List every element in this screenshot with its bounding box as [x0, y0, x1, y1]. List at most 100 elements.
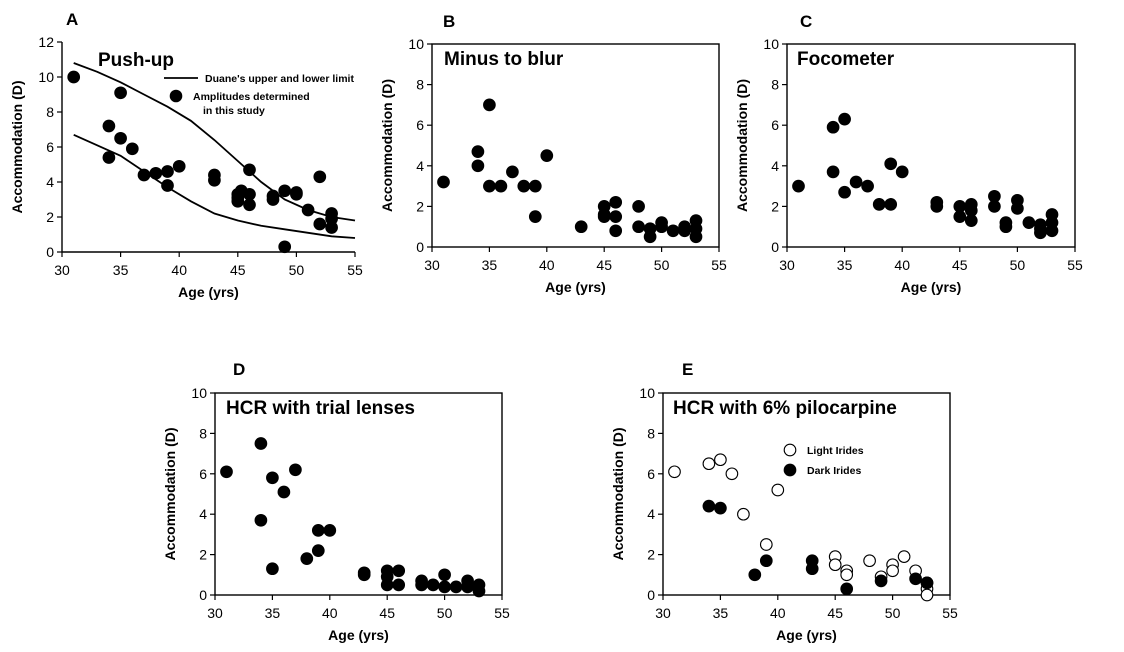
data-point [748, 568, 762, 582]
x-tick-label: 35 [482, 257, 498, 273]
legend-label: Dark Irides [807, 465, 861, 477]
data-point [895, 165, 909, 179]
x-tick-label: 40 [171, 262, 187, 278]
data-point [278, 240, 292, 254]
panel-c: C Focometer 30 35 40 45 50 55 0 2 4 6 8 10 Age (yrs) Ac… [734, 12, 1083, 295]
data-point [125, 142, 139, 156]
x-tick-label: 45 [952, 257, 968, 273]
data-point [266, 562, 279, 576]
y-tick-label: 0 [199, 587, 207, 603]
data-point [920, 576, 934, 590]
data-point [300, 552, 314, 565]
y-tick-label: 10 [38, 69, 54, 85]
data-point [953, 210, 967, 223]
legend-swatch [783, 463, 797, 477]
y-axis-label: Accommodation (D) [162, 428, 178, 561]
data-point [392, 578, 406, 592]
y-tick-label: 2 [46, 209, 54, 225]
y-tick-label: 8 [416, 77, 424, 93]
data-point [838, 112, 851, 126]
legend-label: Light Irides [807, 445, 864, 457]
data-point [243, 187, 256, 201]
x-tick-label: 50 [654, 257, 670, 273]
y-tick-label: 0 [46, 244, 54, 260]
x-axis-label: Age (yrs) [776, 627, 837, 643]
data-point [826, 165, 840, 179]
y-tick-label: 6 [416, 117, 424, 133]
data-point [266, 189, 280, 203]
panel-e: E HCR with 6% pilocarpine 30 35 40 45 50 55 0 2 4 6… [610, 360, 958, 643]
y-tick-label: 0 [416, 239, 424, 255]
panel-title: Minus to blur [444, 49, 564, 70]
data-point [415, 578, 428, 592]
data-point [702, 499, 716, 513]
x-tick-label: 30 [779, 257, 795, 273]
x-tick-label: 40 [894, 257, 910, 273]
data-point [759, 554, 773, 568]
y-tick-label: 10 [191, 385, 207, 401]
data-point [172, 159, 186, 173]
data-point [289, 463, 302, 477]
y-tick-label: 6 [771, 117, 779, 133]
y-tick-label: 10 [408, 36, 424, 52]
x-tick-label: 35 [113, 262, 129, 278]
data-point [494, 179, 508, 193]
x-tick-label: 30 [54, 262, 70, 278]
y-tick-label: 10 [639, 385, 655, 401]
data-point [528, 210, 542, 223]
x-tick-label: 50 [1010, 257, 1026, 273]
data-point [161, 165, 174, 178]
data-point [278, 184, 292, 198]
plot-frame [214, 392, 503, 596]
panel-a: A Push-up 30 35 40 45 50 55 0 2 4 6 8 10 12 Age (yrs) Ac… [9, 10, 363, 300]
data-point [254, 513, 268, 527]
data-point [438, 580, 451, 594]
data-point [643, 230, 657, 244]
legend-swatch [783, 443, 797, 457]
data-point [220, 465, 233, 479]
x-tick-label: 55 [711, 257, 727, 273]
data-point [137, 168, 151, 182]
panel-b: B Minus to blur 30 35 40 45 50 55 0 2 4 6 8 10 Age (yr… [379, 12, 727, 295]
data-point [863, 554, 876, 568]
y-tick-label: 8 [771, 77, 779, 93]
legend-label: Duane's upper and lower limit [205, 73, 354, 85]
panel-letter: D [233, 360, 245, 379]
data-point [313, 217, 327, 231]
data-point [1022, 216, 1036, 229]
y-tick-label: 4 [647, 506, 655, 522]
data-point [426, 578, 440, 592]
y-tick-label: 6 [199, 466, 207, 482]
data-point [471, 145, 485, 158]
data-point [828, 558, 842, 572]
data-point [861, 179, 874, 193]
x-axis-label: Age (yrs) [178, 284, 239, 300]
data-point [208, 173, 221, 187]
duane-lower-limit-line [73, 133, 356, 239]
data-point [655, 220, 668, 234]
data-point [254, 437, 268, 450]
panel-letter: E [682, 360, 693, 379]
data-point [632, 220, 645, 234]
data-point [840, 582, 854, 596]
data-point [102, 151, 116, 164]
y-tick-label: 12 [38, 34, 54, 50]
y-tick-label: 2 [199, 547, 207, 563]
data-point [1011, 202, 1024, 215]
data-point [290, 187, 303, 201]
panel-title: Focometer [797, 49, 895, 70]
legend-label: Amplitudes determined [193, 91, 310, 103]
plot-frame [662, 392, 951, 596]
x-tick-label: 40 [322, 605, 338, 621]
data-point [311, 524, 325, 537]
y-axis-label: Accommodation (D) [734, 79, 750, 212]
data-point [840, 568, 854, 582]
y-tick-label: 10 [763, 36, 779, 52]
data-point [884, 157, 898, 171]
data-point [114, 86, 127, 100]
panel-letter: B [443, 12, 455, 31]
data-point [609, 224, 623, 238]
data-point [102, 119, 116, 133]
x-tick-label: 40 [539, 257, 555, 273]
